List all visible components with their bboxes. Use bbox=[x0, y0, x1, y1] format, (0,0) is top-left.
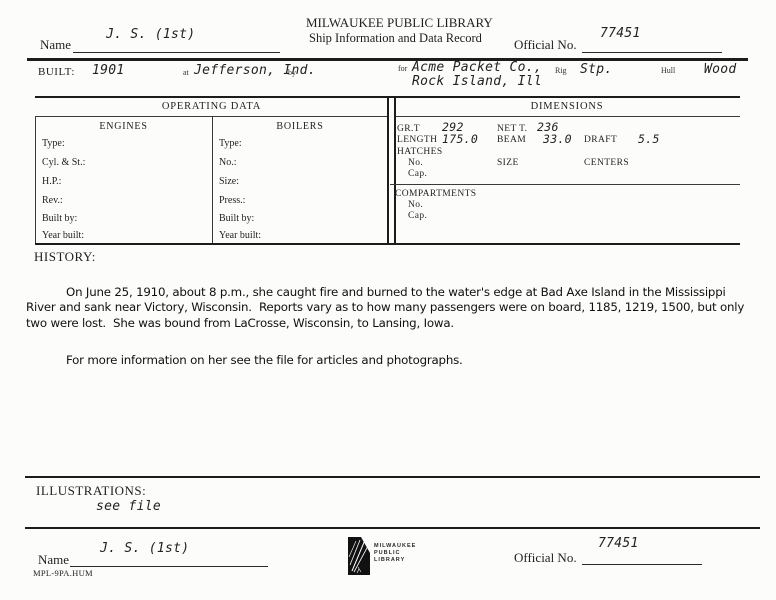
form-subtitle: Ship Information and Data Record bbox=[309, 31, 482, 45]
compartments-cap-label: Cap. bbox=[408, 211, 428, 221]
owner-line1-value: Acme Packet Co., bbox=[412, 60, 543, 75]
form-code: MPL-9PA.HUM bbox=[33, 568, 93, 578]
boilers-year-built-label: Year built: bbox=[219, 230, 262, 241]
horizontal-rule-illustrations bbox=[25, 476, 760, 478]
footer-name-field bbox=[70, 551, 268, 567]
logo-line-2: PUBLIC bbox=[374, 550, 401, 556]
center-divider-right bbox=[394, 96, 396, 244]
compartments-divider bbox=[390, 184, 740, 186]
footer-name-value: J. S. (1st) bbox=[100, 541, 190, 556]
engines-boilers-divider bbox=[212, 116, 214, 243]
logo-wordmark: MILWAUKEE PUBLIC LIBRARY bbox=[374, 543, 416, 564]
logo-line-3: LIBRARY bbox=[374, 557, 406, 563]
engines-cyl-st-label: Cyl. & St.: bbox=[42, 157, 86, 168]
compartments-no-label: No. bbox=[408, 200, 424, 210]
beam-value: 33.0 bbox=[543, 132, 572, 146]
size-label: SIZE bbox=[497, 158, 519, 168]
header-name-label: Name bbox=[40, 37, 72, 52]
net-t-value: 236 bbox=[537, 120, 559, 134]
centers-label: CENTERS bbox=[584, 158, 630, 168]
footer-official-no-label: Official No. bbox=[514, 550, 577, 565]
gr-t-label: GR.T bbox=[397, 124, 420, 134]
draft-label: DRAFT bbox=[584, 135, 618, 145]
length-label: LENGTH bbox=[397, 135, 438, 145]
built-at-label: at bbox=[183, 68, 189, 77]
built-for-label: for bbox=[398, 64, 408, 73]
built-label: BUILT: bbox=[38, 66, 75, 78]
logo-line-1: MILWAUKEE bbox=[374, 543, 417, 549]
table-bottom-border bbox=[35, 243, 740, 245]
built-place-value: Jefferson, Ind. bbox=[194, 63, 316, 78]
operating-data-title: OPERATING DATA bbox=[161, 101, 262, 112]
footer-official-no-value: 77451 bbox=[598, 536, 639, 551]
boilers-type-label: Type: bbox=[219, 138, 242, 149]
hull-label: Hull bbox=[661, 66, 676, 75]
boilers-title: BOILERS bbox=[276, 121, 324, 132]
gr-t-value: 292 bbox=[442, 120, 464, 134]
header-official-no-label: Official No. bbox=[514, 37, 577, 52]
header-name-field bbox=[73, 36, 280, 53]
footer-official-no-field bbox=[582, 549, 702, 565]
boilers-built-by-label: Built by: bbox=[219, 213, 255, 224]
engines-type-label: Type: bbox=[42, 138, 65, 149]
dimensions-header-border bbox=[394, 116, 740, 118]
hatches-cap-label: Cap. bbox=[408, 169, 428, 179]
draft-value: 5.5 bbox=[638, 132, 660, 146]
engines-built-by-label: Built by: bbox=[42, 213, 78, 224]
rig-value: Stp. bbox=[580, 62, 613, 77]
header-name-value: J. S. (1st) bbox=[106, 27, 196, 42]
compartments-label: COMPARTMENTS bbox=[395, 189, 477, 199]
horizontal-rule-top bbox=[27, 58, 748, 61]
header-official-no-field bbox=[582, 36, 722, 53]
engines-year-built-label: Year built: bbox=[42, 230, 85, 241]
boilers-press-label: Press.: bbox=[219, 195, 246, 206]
history-paragraph-2: For more information on her see the file… bbox=[66, 353, 463, 368]
illustrations-label: ILLUSTRATIONS: bbox=[36, 483, 147, 498]
engines-hp-label: H.P.: bbox=[42, 176, 62, 187]
length-value: 175.0 bbox=[442, 132, 479, 146]
operating-data-header-border bbox=[35, 116, 388, 118]
center-divider-left bbox=[387, 96, 389, 244]
boilers-size-label: Size: bbox=[219, 176, 239, 187]
hatches-label: HATCHES bbox=[397, 147, 443, 157]
history-paragraph-1: On June 25, 1910, about 8 p.m., she caug… bbox=[26, 285, 748, 330]
illustrations-value: see file bbox=[96, 499, 162, 514]
boilers-no-label: No.: bbox=[219, 157, 237, 168]
net-t-label: NET T. bbox=[497, 124, 528, 134]
dimensions-title: DIMENSIONS bbox=[530, 101, 604, 112]
engines-title: ENGINES bbox=[99, 121, 148, 132]
history-label: HISTORY: bbox=[34, 249, 96, 264]
library-logo-icon bbox=[348, 537, 370, 575]
owner-line2-value: Rock Island, Ill bbox=[412, 74, 543, 89]
hull-value: Wood bbox=[704, 62, 737, 77]
form-title: MILWAUKEE PUBLIC LIBRARY bbox=[306, 15, 493, 30]
hatches-no-label: No. bbox=[408, 158, 424, 168]
horizontal-rule-footer bbox=[25, 527, 760, 529]
built-by-label: by bbox=[288, 68, 296, 77]
engines-rev-label: Rev.: bbox=[42, 195, 63, 206]
history-text: On June 25, 1910, about 8 p.m., she caug… bbox=[26, 285, 758, 391]
footer-name-label: Name bbox=[38, 552, 70, 567]
header-official-no-value: 77451 bbox=[600, 26, 641, 41]
rig-label: Rig bbox=[555, 66, 567, 75]
beam-label: BEAM bbox=[497, 135, 527, 145]
built-year-value: 1901 bbox=[92, 63, 125, 78]
table-left-border bbox=[35, 116, 37, 243]
